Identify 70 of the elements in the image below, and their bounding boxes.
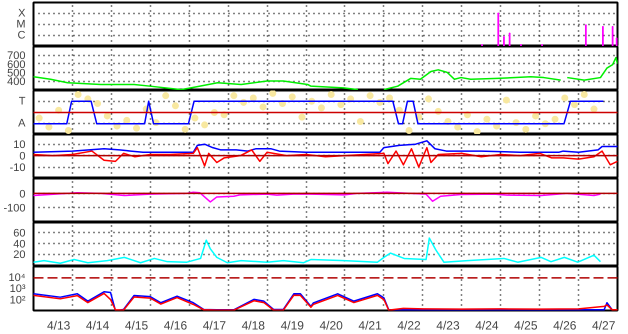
point: [104, 112, 111, 120]
x-tick-label: 4/18: [242, 318, 266, 332]
x-tick-label: 4/22: [397, 318, 422, 332]
point: [580, 91, 588, 98]
y-tick-label: 40: [13, 238, 26, 250]
point: [483, 116, 490, 123]
x-tick-label: 4/25: [514, 318, 538, 332]
text: T: [18, 96, 26, 108]
x-tick-label: 4/16: [164, 318, 188, 332]
point: [64, 126, 72, 134]
point: [191, 114, 198, 122]
point: [366, 92, 374, 100]
text: X: [18, 8, 26, 20]
x-tick-label: 4/24: [475, 318, 499, 332]
point: [474, 128, 481, 134]
y-tick-label: 0: [19, 150, 26, 163]
point: [386, 94, 394, 102]
y-tick-label: 400: [7, 76, 26, 88]
point: [123, 116, 130, 124]
point: [74, 91, 82, 98]
point: [561, 94, 568, 102]
y-tick-label: 10⁴: [8, 272, 26, 284]
y-tick-label: 10³: [10, 283, 26, 296]
y-tick-label: 10²: [10, 294, 26, 306]
point: [406, 126, 413, 134]
point: [425, 95, 432, 102]
x-tick-label: 4/21: [358, 318, 382, 332]
y-tick-label: -10: [10, 162, 26, 174]
x-tick-label: 4/19: [280, 318, 304, 332]
text: M: [16, 18, 26, 30]
text: A: [18, 118, 26, 130]
x-tick-label: 4/20: [320, 318, 344, 332]
point: [162, 92, 170, 100]
x-tick-label: 4/27: [592, 318, 616, 332]
point: [502, 96, 510, 104]
x-tick-label: 4/23: [436, 318, 460, 332]
point: [356, 118, 364, 125]
point: [571, 101, 578, 108]
x-tick-label: 4/14: [86, 318, 110, 332]
point: [269, 90, 276, 97]
y-tick-label: 10: [13, 139, 26, 152]
x-tick-label: 4/17: [202, 318, 226, 332]
point: [288, 93, 296, 100]
y-tick-label: 0: [19, 188, 26, 200]
point: [522, 126, 530, 133]
point: [36, 114, 43, 122]
y-tick-label: 60: [13, 228, 26, 240]
point: [532, 112, 540, 120]
point: [328, 91, 335, 98]
point: [260, 103, 267, 110]
point: [552, 116, 559, 123]
point: [94, 100, 102, 108]
text: C: [18, 30, 26, 42]
x-tick-label: 4/13: [46, 318, 71, 332]
point: [182, 126, 189, 133]
x-tick-label: 4/15: [124, 318, 149, 332]
point: [298, 114, 306, 121]
point: [337, 101, 344, 108]
point: [318, 104, 325, 112]
point: [250, 94, 257, 102]
point: [230, 92, 238, 100]
y-tick-label: 20: [13, 249, 26, 262]
point: [590, 106, 598, 113]
point: [172, 102, 179, 110]
y-tick-label: -100: [3, 202, 26, 215]
point: [201, 121, 208, 128]
point: [133, 124, 140, 132]
point: [45, 124, 52, 131]
x-tick-label: 4/26: [553, 318, 577, 332]
point: [454, 124, 462, 131]
